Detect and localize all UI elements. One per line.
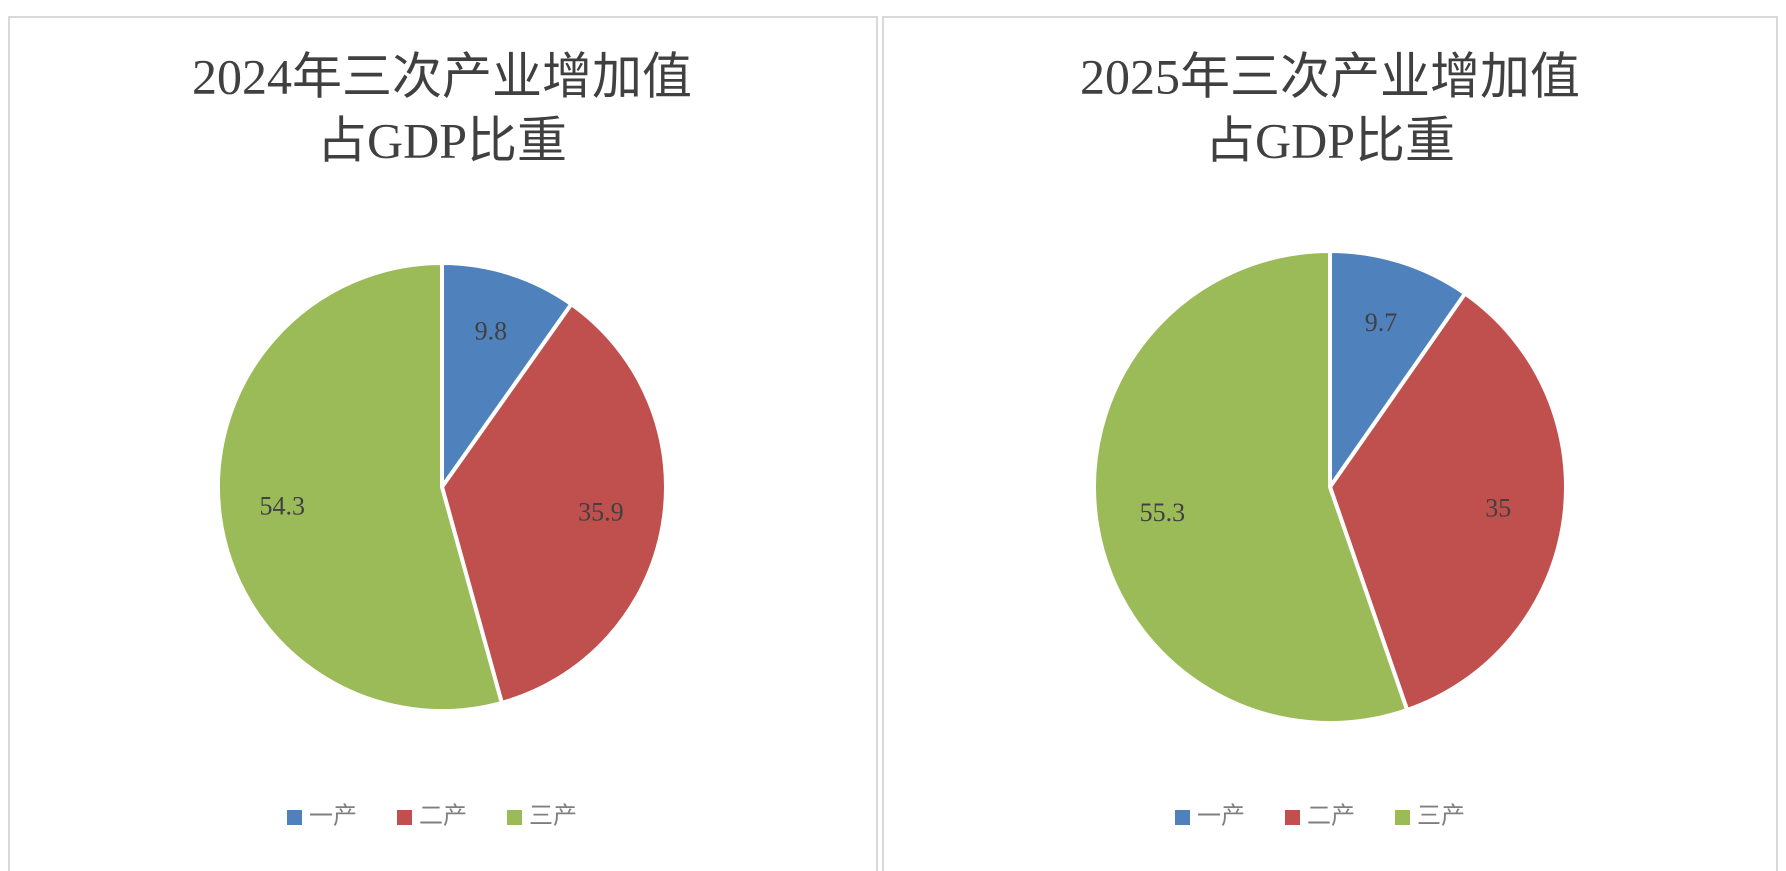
pie-slice [1328,248,1468,494]
data-label: 9.8 [475,316,508,345]
pie-slice [1327,290,1568,713]
chart-title: 占GDP比重 [317,112,567,168]
data-label: 9.7 [1365,308,1398,337]
legend-swatch [1285,810,1300,825]
data-label: 54.3 [259,492,305,521]
legend-label: 二产 [1307,803,1355,830]
legend-swatch [507,810,522,825]
chart-title: 2024年三次产业增加值 [192,48,692,104]
pie-slice [216,260,505,713]
legend-label: 一产 [309,803,357,830]
legend-label: 三产 [529,803,577,830]
legend-swatch [1395,810,1410,825]
chart-title: 2025年三次产业增加值 [1080,48,1580,104]
data-label: 35 [1485,493,1511,522]
legend-swatch [1175,810,1190,825]
chart-title: 占GDP比重 [1205,112,1455,168]
pie-slice [439,301,668,706]
legend-label: 一产 [1197,803,1245,830]
pie-slice [440,260,575,494]
pie-slice [1092,248,1410,725]
data-label: 55.3 [1140,498,1186,527]
legend-label: 二产 [419,803,467,830]
legend-swatch [397,810,412,825]
legend-swatch [287,810,302,825]
legend-label: 三产 [1417,803,1465,830]
data-label: 35.9 [578,498,624,527]
